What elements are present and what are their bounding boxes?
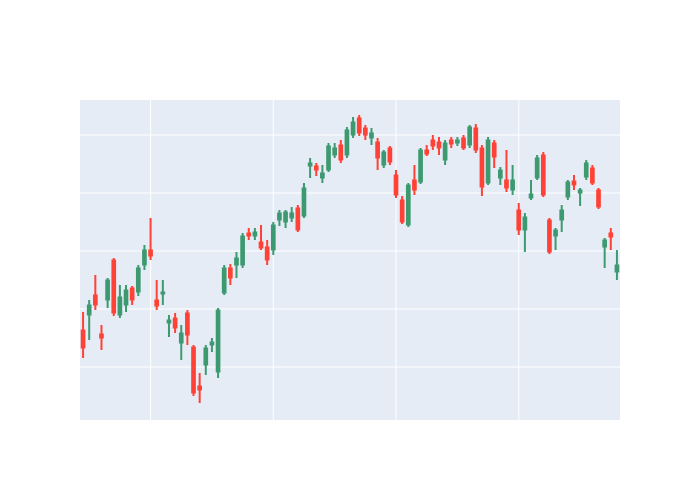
candle-body [197,385,202,391]
candle-body [485,139,491,184]
candle-body [105,279,110,301]
candle-body [356,117,362,134]
candle-body [313,165,319,171]
candle-body [583,162,589,178]
candle-body [387,147,393,163]
candle-body [516,209,522,231]
candle-body [215,309,221,373]
candle-body [209,341,215,346]
candle-body [442,142,448,161]
candle-body [228,267,233,279]
candle-body [123,289,129,306]
candle-body [191,346,196,394]
candle-body [424,149,430,155]
candle-body [258,241,264,249]
candle-body [510,179,515,191]
candle-body [326,145,331,171]
candle-body [178,332,184,344]
candle-body [160,291,166,295]
candle-body [99,333,104,339]
candle-body [80,329,86,349]
candle-body [553,229,558,237]
candle-body [307,162,313,167]
candle-body [172,317,178,329]
candle-body [148,249,153,257]
candle-body [117,296,123,316]
candle-body [405,184,411,226]
candle-body [221,267,227,294]
candle-body [547,219,552,253]
candle-body [369,132,374,139]
candle-body [479,147,485,188]
candle-body [363,127,368,136]
candle-body [534,157,540,179]
candle-body [240,235,245,266]
candle-body [246,232,252,237]
candle-body [375,141,380,159]
candle-body [234,257,239,266]
candle-body [577,189,583,194]
candle-body [473,127,479,151]
candle-body [504,179,509,189]
candle-body [393,174,399,196]
candle-body [283,211,288,223]
candle-body [332,147,337,156]
candle-body [301,187,307,217]
candle-body [166,319,172,324]
plot-background [80,100,620,420]
candle-body [596,189,601,208]
candle-body [289,212,295,219]
candle-body [111,259,117,314]
candle-body [436,141,442,149]
candle-body [264,246,270,261]
candle-body [270,224,276,251]
candle-body [498,169,503,179]
candle-body [86,304,92,316]
candle-body [528,193,534,199]
candle-body [350,121,356,136]
candle-body [142,249,147,266]
candle-body [467,126,472,146]
candle-body [590,167,595,184]
candle-body [540,154,546,196]
candle-body [455,139,460,144]
candle-body [491,142,497,158]
candle-body [412,179,417,191]
candle-body [338,144,344,161]
candle-body [461,137,466,149]
candle-body [430,139,436,147]
candle-body [135,267,141,293]
candle-body [154,299,160,307]
candle-body [614,264,620,273]
candle-body [320,172,325,179]
candle-body [252,231,258,237]
candle-body [381,151,387,166]
candle-body [418,149,423,183]
candle-body [559,209,565,221]
candle-body [129,287,135,301]
candle-body [522,216,528,231]
candle-body [93,294,98,306]
candle-body [277,212,282,221]
candle-body [571,180,577,186]
candle-body [448,139,454,145]
candle-body [608,232,614,238]
candle-body [565,181,571,198]
candle-body [295,207,301,231]
candle-body [602,239,607,248]
candle-body [203,347,209,366]
candle-body [399,199,405,223]
candle-body [344,129,350,156]
candle-body [185,312,190,336]
